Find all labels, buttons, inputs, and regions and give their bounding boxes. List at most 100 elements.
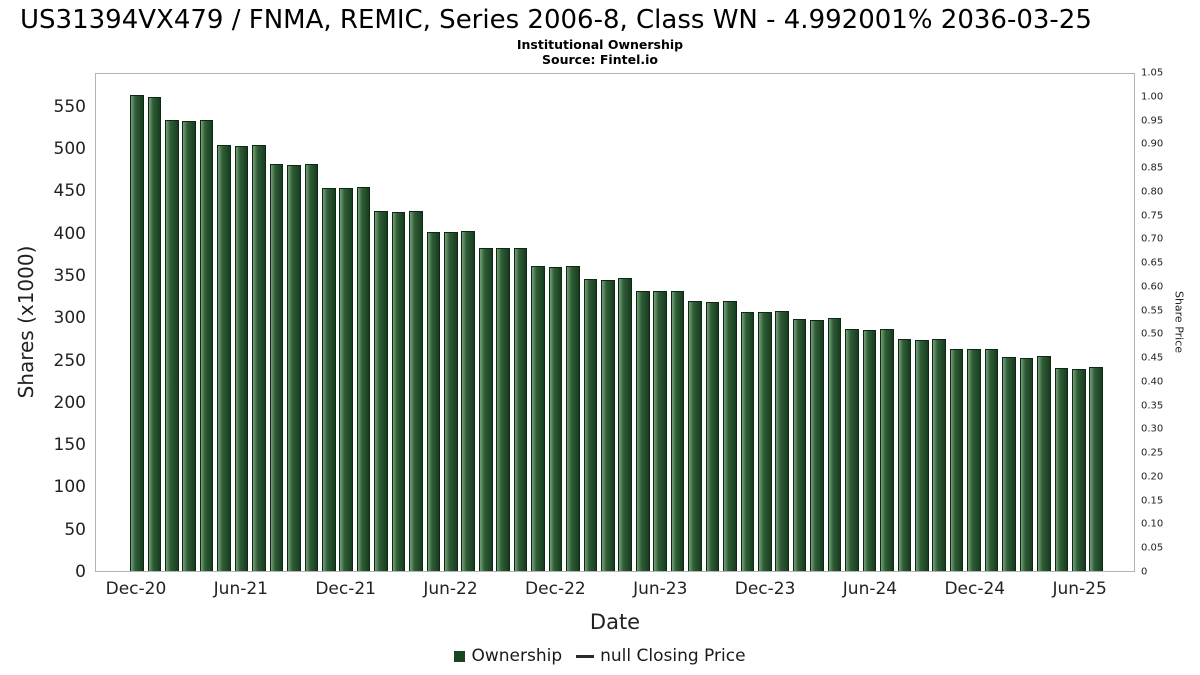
plot-area — [95, 73, 1135, 572]
ownership-bar — [1071, 368, 1086, 571]
y-axis-tick-left: 150 — [53, 435, 86, 456]
price-legend-label: null Closing Price — [600, 646, 746, 666]
y-axis-tick-right: 0.95 — [1141, 115, 1164, 127]
legend: Ownership null Closing Price — [0, 646, 1200, 666]
ownership-bar — [670, 290, 685, 571]
y-axis-tick-right: 0.80 — [1141, 186, 1164, 198]
y-axis-tick-right: 0.10 — [1141, 518, 1164, 530]
x-axis-tick: Dec-21 — [315, 579, 377, 599]
ownership-bar — [234, 145, 249, 571]
ownership-bar — [583, 278, 598, 571]
ownership-bar — [356, 186, 371, 571]
legend-item-ownership: Ownership — [454, 646, 562, 666]
ownership-bar — [182, 121, 197, 571]
ownership-bar — [513, 247, 528, 571]
y-axis-tick-right: 0.75 — [1141, 210, 1164, 222]
y-axis-tick-right: 0.20 — [1141, 471, 1164, 483]
ownership-bar — [827, 318, 842, 571]
x-axis: Dec-20 Jun-21 Dec-21 Jun-22 Dec-22 Jun-23 Dec-… — [95, 579, 1135, 603]
y-axis-tick-right: 0.65 — [1141, 257, 1164, 269]
ownership-bar — [409, 211, 423, 571]
chart-subtitle: Institutional Ownership — [516, 37, 684, 52]
ownership-bar — [914, 340, 929, 571]
ownership-bar — [252, 144, 266, 571]
y-axis-tick-left: 250 — [53, 350, 86, 371]
y-axis-label-right: Share Price — [1172, 290, 1186, 354]
ownership-bar — [1054, 368, 1069, 571]
x-axis-tick: Jun-22 — [423, 579, 478, 599]
ownership-bar — [967, 349, 981, 571]
x-axis-label: Date — [589, 610, 641, 634]
ownership-bar — [635, 290, 650, 571]
ownership-legend-label: Ownership — [471, 646, 563, 666]
ownership-bar — [147, 96, 162, 571]
ownership-bar — [705, 302, 720, 571]
x-axis-tick: Dec-23 — [734, 579, 796, 599]
y-axis-tick-right: 0.15 — [1141, 495, 1164, 507]
y-axis-tick-left: 100 — [53, 477, 86, 498]
x-axis-tick: Jun-25 — [1052, 579, 1107, 599]
y-axis-tick-right: 0.05 — [1141, 542, 1164, 554]
ownership-bar — [164, 120, 179, 571]
y-axis-tick-right: 0.90 — [1141, 138, 1164, 150]
ownership-bar — [949, 348, 964, 571]
y-axis-tick-left: 300 — [53, 308, 86, 329]
ownership-bar — [740, 312, 755, 571]
ownership-bar — [217, 144, 231, 571]
x-axis-tick: Jun-21 — [213, 579, 268, 599]
ownership-bar — [723, 301, 737, 571]
ownership-legend-swatch-icon — [454, 650, 466, 662]
ownership-bar — [792, 319, 807, 571]
ownership-bar — [304, 164, 319, 571]
price-legend-line-icon — [576, 654, 595, 658]
y-axis-tick-right: 0.40 — [1141, 376, 1164, 388]
ownership-bar — [269, 164, 284, 571]
ownership-bar — [566, 266, 580, 571]
y-axis-left: 0 50 100 150 200 250 300 350 400 450 500 550 — [0, 73, 86, 582]
legend-item-closing-price: null Closing Price — [576, 646, 746, 666]
ownership-bar — [1089, 367, 1103, 571]
x-axis-tick: Jun-23 — [633, 579, 688, 599]
ownership-bar — [444, 232, 458, 571]
ownership-bar — [758, 311, 772, 571]
y-axis-tick-left: 550 — [53, 96, 86, 117]
y-axis-tick-left: 450 — [53, 181, 86, 202]
ownership-bar — [130, 95, 144, 571]
ownership-bar — [478, 247, 493, 571]
y-axis-tick-left: 50 — [64, 519, 86, 540]
ownership-bar — [1002, 357, 1016, 571]
ownership-bar — [775, 310, 790, 571]
ownership-bar — [688, 301, 702, 571]
ownership-bar — [601, 279, 615, 571]
y-axis-tick-right: 0.25 — [1141, 447, 1164, 459]
y-axis-tick-left: 400 — [53, 223, 86, 244]
y-axis-tick-right: 0.30 — [1141, 423, 1164, 435]
ownership-bar — [461, 230, 476, 571]
ownership-bar — [374, 211, 388, 571]
ownership-bar — [810, 319, 824, 571]
ownership-bar — [653, 291, 667, 571]
ownership-bar — [321, 187, 336, 571]
ownership-bar — [984, 348, 999, 571]
ownership-bar — [1037, 356, 1051, 571]
x-axis-tick: Dec-20 — [105, 579, 167, 599]
y-axis-tick-right: 1.05 — [1141, 67, 1164, 79]
y-axis-tick-left: 350 — [53, 265, 86, 286]
ownership-bar — [199, 120, 214, 571]
y-axis-right: 0 0.05 0.10 0.15 0.20 0.25 0.30 0.35 0.40 0.45 0.5… — [1141, 68, 1183, 578]
ownership-bar — [531, 266, 545, 571]
ownership-bar — [862, 330, 877, 571]
x-axis-tick: Dec-22 — [525, 579, 586, 599]
x-axis-tick: Jun-24 — [842, 579, 898, 599]
ownership-bar — [548, 266, 563, 571]
y-axis-tick-right: 0.70 — [1141, 233, 1164, 245]
ownership-bar — [287, 164, 301, 571]
y-axis-tick-right: 0.35 — [1141, 400, 1164, 412]
y-axis-tick-right: 1.00 — [1141, 91, 1164, 103]
page-title: US31394VX479 / FNMA, REMIC, Series 2006-… — [20, 5, 1092, 35]
ownership-bar — [339, 187, 353, 571]
y-axis-tick-right: 0.50 — [1141, 328, 1164, 340]
y-axis-tick-left: 500 — [53, 139, 86, 160]
ownership-bar — [426, 231, 441, 571]
y-axis-tick-right: 0 — [1141, 566, 1148, 578]
